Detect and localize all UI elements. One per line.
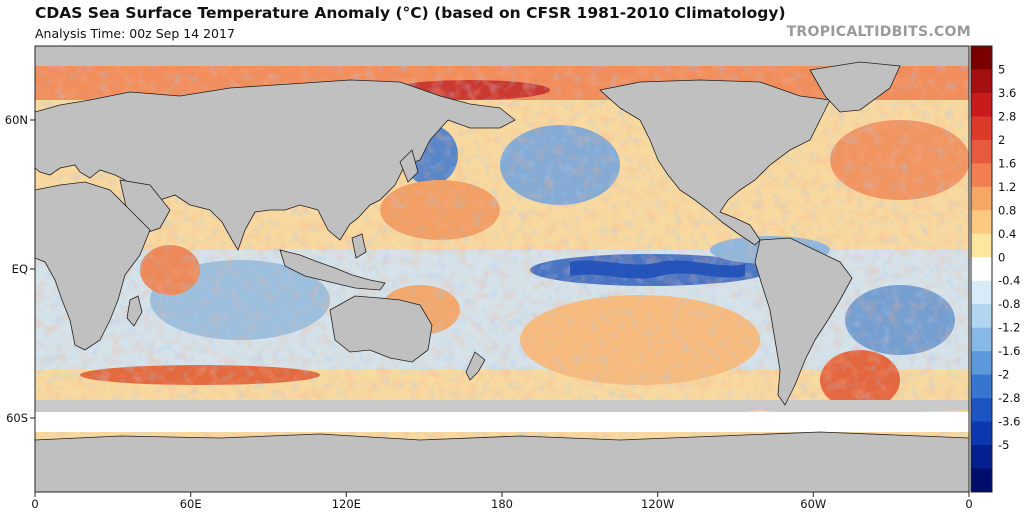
lon-label-60e: 60E [180,497,202,511]
eurasia-land [35,79,516,251]
lon-label-120w: 120W [641,497,674,511]
colorbar: 5 3.6 2.8 2 1.6 1.2 0.8 0.4 0 -0.4 -0.8 -1.2 -1.6 -2 -… [970,45,1020,493]
colorbar-label: 5 [998,62,1005,76]
colorbar-swatch [971,374,992,399]
lon-label-0-west: 0 [31,497,38,511]
lat-label-60s: 60S [6,411,28,425]
analysis-time: Analysis Time: 00z Sep 14 2017 [35,26,235,41]
land-masses [35,61,969,492]
north-america-land [599,79,831,246]
colorbar-swatches [971,46,992,493]
lon-label-180: 180 [491,497,513,511]
colorbar-labels: 5 3.6 2.8 2 1.6 1.2 0.8 0.4 0 -0.4 -0.8 -1.2 -1.6 -2 -… [998,62,1020,452]
colorbar-label: 1.2 [998,180,1016,194]
japan-land [399,149,419,183]
colorbar-swatch [971,327,992,352]
colorbar-label: -1.6 [998,344,1020,358]
latitude-axis: 60N EQ 60S [5,113,35,425]
colorbar-swatch [971,280,992,305]
lon-label-120e: 120E [332,497,361,511]
colorbar-swatch [971,398,992,423]
colorbar-label: 2 [998,133,1005,147]
lon-label-60w: 60W [800,497,826,511]
colorbar-label: -0.4 [998,274,1020,288]
colorbar-label: -2 [998,368,1009,382]
colorbar-label: -5 [998,438,1009,452]
colorbar-label: 3.6 [998,86,1016,100]
source-credit: TROPICALTIDBITS.COM [786,24,971,40]
colorbar-label: -3.6 [998,415,1020,429]
colorbar-swatch [971,163,992,188]
colorbar-swatch [971,210,992,235]
map-field [35,46,969,492]
longitude-axis: 0 60E 120E 180 120W 60W 0 [31,492,973,511]
madagascar-land [126,295,143,327]
colorbar-swatch [971,92,992,117]
lon-label-0-east: 0 [965,497,972,511]
colorbar-label: 0.8 [998,203,1016,217]
southern-ocean-gap [35,412,969,432]
arctic-ice [35,46,969,66]
colorbar-swatch [971,186,992,211]
lat-label-eq: EQ [12,262,28,276]
antarctica-land [35,431,969,492]
greenland-land [809,61,901,113]
new-zealand-land [465,351,486,381]
colorbar-swatch [971,233,992,258]
colorbar-label: 0 [998,250,1005,264]
philippines-land [351,233,367,259]
colorbar-swatch [971,116,992,141]
colorbar-swatch [971,468,992,493]
south-america-land [754,237,853,406]
colorbar-swatch [971,421,992,446]
colorbar-swatch [971,139,992,164]
enso-cold-tongue [570,260,745,279]
indonesia-land [279,249,386,291]
australia-land [329,295,433,363]
colorbar-swatch [971,46,992,70]
colorbar-label: -1.2 [998,321,1020,335]
colorbar-swatch [971,257,992,282]
africa-land [35,181,151,351]
map-title: CDAS Sea Surface Temperature Anomaly (°C… [35,4,786,22]
colorbar-swatch [971,304,992,329]
colorbar-swatch [971,69,992,94]
colorbar-label: 0.4 [998,227,1016,241]
colorbar-label: -0.8 [998,297,1020,311]
colorbar-frame [970,45,993,493]
colorbar-label: 2.8 [998,109,1016,123]
colorbar-label: 1.6 [998,156,1016,170]
colorbar-label: -2.8 [998,391,1020,405]
colorbar-swatch [971,351,992,376]
colorbar-swatch [971,445,992,470]
lat-label-60n: 60N [5,113,28,127]
